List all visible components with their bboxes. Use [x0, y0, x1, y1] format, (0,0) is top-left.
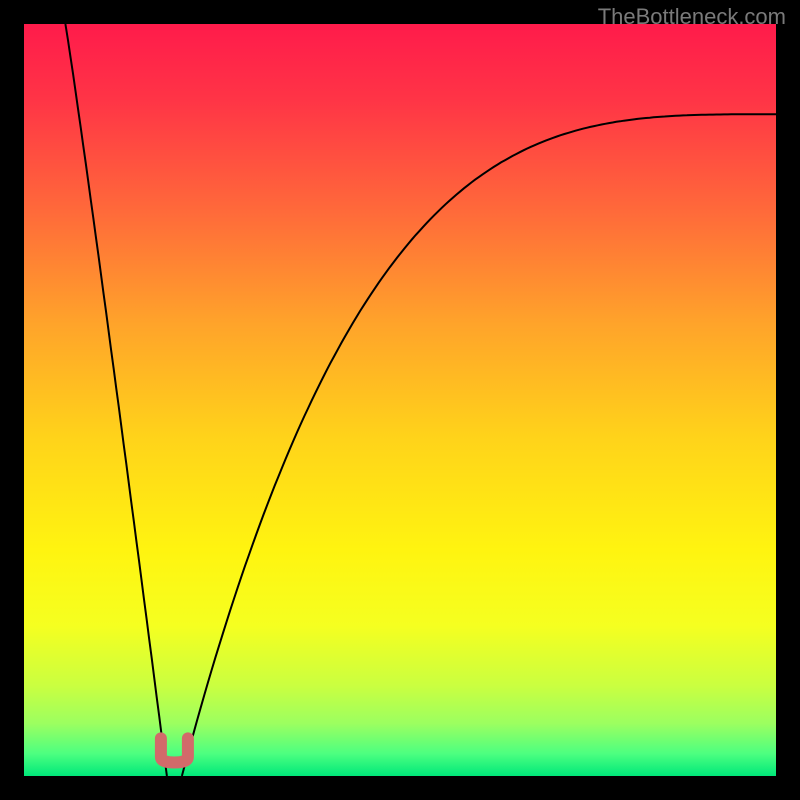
chart-container: TheBottleneck.com: [0, 0, 800, 800]
watermark-text: TheBottleneck.com: [598, 4, 786, 30]
gradient-plot-area: [24, 24, 776, 776]
